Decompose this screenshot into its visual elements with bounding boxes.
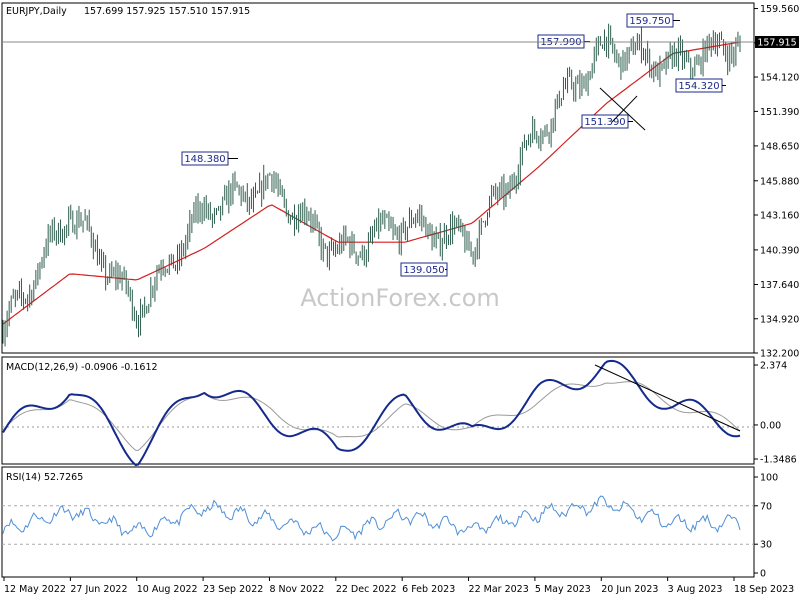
x-axis-label: 22 Dec 2022 (336, 584, 397, 595)
rsi-line-layer (2, 495, 741, 542)
macd-title: MACD(12,26,9) -0.0906 -0.1612 (6, 362, 158, 373)
price-scale-label: 151.390 (760, 107, 799, 118)
price-scale-label: 148.650 (760, 141, 799, 152)
price-diagonal-line (611, 95, 638, 123)
x-axis-label: 20 Jun 2023 (601, 584, 658, 595)
price-scale-label: 140.390 (760, 245, 799, 256)
price-annotation-label: 148.380 (184, 154, 225, 165)
current-price-tag (755, 36, 799, 48)
x-axis-label: 5 May 2023 (535, 584, 591, 595)
macd-panel: 2.374 0.00 -1.3486 MACD(12,26,9) -0.0906 -… (1, 356, 797, 467)
price-scale-label: 159.560 (760, 4, 799, 15)
price-scale-label: 137.640 (760, 280, 799, 291)
price-bars-layer (2, 23, 741, 347)
x-axis-label: 3 Aug 2023 (668, 584, 723, 595)
rsi-panel: 100 70 30 0 RSI(14) 52.7265 (1, 466, 778, 580)
price-scale-label: 143.160 (760, 211, 799, 222)
current-price-label: 157.915 (757, 38, 796, 49)
rsi-line (2, 495, 741, 542)
macd-scale-label: 0.00 (760, 420, 781, 431)
price-scale-label: 154.120 (760, 73, 799, 84)
price-scale-label: 132.200 (760, 349, 799, 360)
price-annotation-label: 159.750 (629, 16, 670, 27)
x-axis-label: 8 Nov 2022 (269, 584, 324, 595)
rsi-scale-label: 100 (760, 473, 778, 484)
x-axis-label: 22 Mar 2023 (469, 584, 529, 595)
x-axis-label: 27 Jun 2022 (70, 584, 127, 595)
price-annotation-label: 154.320 (678, 81, 719, 92)
rsi-panel-frame (1, 466, 755, 578)
x-axis: 12 May 2022 27 Jun 2022 10 Aug 2022 23 Sep … (3, 577, 794, 595)
price-diagonal-line (599, 87, 646, 131)
price-scale-label: 145.880 (760, 176, 799, 187)
watermark: ActionForex.com (300, 284, 500, 312)
macd-panel-frame (1, 356, 755, 465)
macd-trendline (594, 364, 741, 432)
rsi-scale-label: 30 (760, 540, 772, 551)
x-axis-label: 6 Feb 2023 (402, 584, 455, 595)
x-axis-label: 18 Sep 2023 (734, 584, 794, 595)
macd-line (2, 359, 741, 467)
x-axis-label: 12 May 2022 (4, 584, 66, 595)
rsi-scale-label: 70 (760, 501, 772, 512)
x-axis-label: 23 Sep 2022 (203, 584, 263, 595)
price-scale-label: 134.920 (760, 314, 799, 325)
macd-lines-layer (2, 359, 741, 467)
macd-scale-label: 2.374 (760, 361, 787, 372)
rsi-title: RSI(14) 52.7265 (6, 472, 83, 483)
x-axis-label: 10 Aug 2022 (137, 584, 198, 595)
price-panel: ActionForex.com 159.560156.840154.120151… (1, 2, 799, 360)
macd-scale: 2.374 0.00 -1.3486 (754, 361, 797, 466)
price-annotation-label: 139.050 (403, 265, 444, 276)
macd-scale-label: -1.3486 (760, 455, 797, 466)
ohlc-label: 157.699 157.925 157.510 157.915 (84, 6, 250, 17)
rsi-scale-label: 0 (760, 569, 766, 580)
price-annotation-label: 151.390 (584, 117, 625, 128)
symbol-label: EURJPY,Daily (6, 6, 67, 17)
